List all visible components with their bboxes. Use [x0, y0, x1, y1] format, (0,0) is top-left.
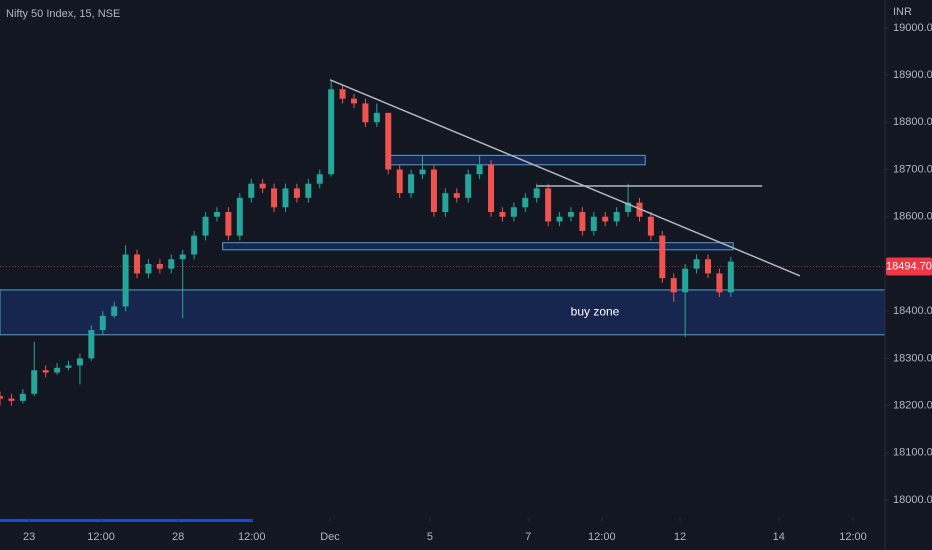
candle-body — [111, 306, 118, 316]
candle-body — [442, 193, 449, 213]
candle-body — [396, 169, 403, 194]
price-tag-label: 18494.70 — [886, 260, 932, 272]
candle-body — [168, 259, 175, 269]
candle-body — [213, 212, 220, 217]
candle-body — [99, 315, 106, 331]
candle-body — [145, 263, 152, 274]
candle-body — [590, 216, 597, 231]
price-tag — [886, 257, 932, 276]
candle-body — [259, 183, 266, 189]
candle-body — [179, 254, 186, 260]
candle-body — [362, 103, 369, 123]
y-tick-label: 18900.00 — [893, 69, 932, 81]
y-tick-label: 19000.00 — [893, 22, 932, 34]
candle-body — [202, 216, 209, 236]
candle-body — [328, 89, 335, 175]
candle-body — [705, 259, 711, 274]
x-tick-label: 12:00 — [588, 531, 616, 543]
y-tick-label: 18300.00 — [893, 352, 932, 364]
candle-body — [682, 268, 689, 293]
candle-body — [693, 259, 700, 269]
chart-title: Nifty 50 Index, 15, NSE — [6, 8, 120, 20]
candle-body — [453, 193, 460, 198]
candle-body — [647, 216, 654, 236]
candle-body — [476, 164, 483, 175]
zone — [387, 154, 646, 166]
candle-body — [19, 393, 26, 401]
candle-body — [31, 370, 38, 394]
zone — [222, 242, 734, 251]
candle-body — [65, 365, 72, 368]
candle-body — [545, 188, 552, 222]
candle-body — [339, 89, 346, 99]
x-tick-label: 28 — [172, 531, 184, 543]
candle-body — [670, 278, 677, 293]
candle-body — [373, 112, 380, 123]
candle-body — [293, 188, 300, 198]
candle-body — [0, 396, 3, 399]
candle-body — [316, 174, 323, 184]
x-tick-label: 14 — [773, 531, 785, 543]
candle-body — [430, 169, 437, 213]
candle-body — [625, 202, 632, 213]
candle-body — [54, 367, 61, 373]
candle-body — [248, 183, 255, 198]
y-tick-label: 18100.00 — [893, 447, 932, 459]
candle-body — [727, 261, 734, 293]
plot-area: buy zone — [0, 79, 886, 406]
candle-body — [282, 188, 289, 208]
candle-body — [271, 188, 278, 208]
candle-body — [191, 235, 198, 255]
candle-body — [522, 197, 529, 208]
y-tick-label: 18600.00 — [893, 211, 932, 223]
candle-body — [613, 212, 620, 222]
candle-body — [88, 330, 95, 359]
candle-body — [579, 212, 586, 231]
candle-body — [488, 164, 495, 213]
x-tick-label: Dec — [320, 531, 340, 543]
zone — [0, 289, 886, 336]
candle-body — [76, 358, 83, 366]
candle-body — [465, 174, 472, 198]
candle-body — [602, 216, 609, 222]
candle-body — [122, 254, 129, 307]
candle-body — [305, 183, 312, 198]
x-tick-label: 12:00 — [238, 531, 266, 543]
candle-body — [533, 188, 540, 198]
candle-body — [351, 98, 357, 104]
candle-body — [134, 254, 141, 274]
scroll-bar[interactable] — [0, 519, 253, 522]
x-tick-label: 12:00 — [87, 531, 115, 543]
currency-label: INR — [893, 6, 912, 18]
candle-body — [156, 263, 163, 269]
x-tick-label: 7 — [525, 531, 531, 543]
candle-body — [42, 370, 49, 373]
zone-label: buy zone — [571, 305, 620, 319]
x-tick-label: 12 — [674, 531, 686, 543]
x-tick-label: 12:00 — [839, 531, 867, 543]
candle-body — [499, 212, 506, 217]
y-tick-label: 18200.00 — [893, 400, 932, 412]
candle-body — [8, 398, 15, 401]
candle-body — [225, 212, 232, 236]
candle-body — [510, 207, 517, 217]
y-tick-label: 18400.00 — [893, 305, 932, 317]
candle-body — [408, 174, 415, 194]
candle-body — [385, 112, 392, 170]
candle-body — [556, 216, 563, 222]
candle-body — [659, 235, 666, 279]
trendline — [329, 79, 801, 277]
candle-body — [419, 169, 426, 175]
x-tick-label: 23 — [23, 531, 35, 543]
candle-body — [567, 212, 574, 217]
x-tick-label: 5 — [427, 531, 433, 543]
y-tick-label: 18000.00 — [893, 494, 932, 506]
candle-body — [236, 197, 243, 236]
candle-body — [716, 273, 723, 293]
y-tick-label: 18700.00 — [893, 163, 932, 175]
y-tick-label: 18800.00 — [893, 116, 932, 128]
